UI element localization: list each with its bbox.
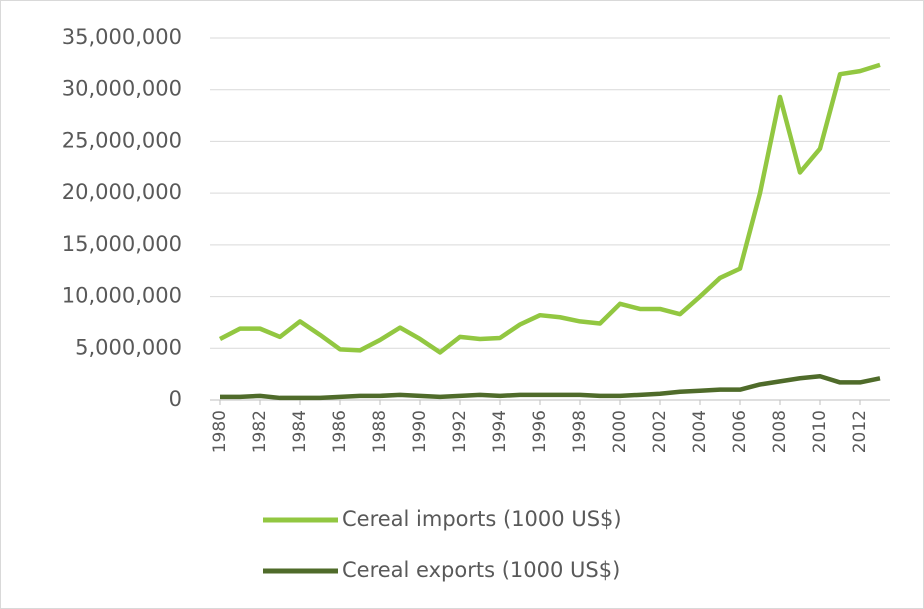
- y-tick-label: 20,000,000: [62, 180, 182, 204]
- y-tick-label: 5,000,000: [75, 335, 182, 359]
- x-tick-label: 2000: [610, 410, 630, 453]
- y-tick-label: 0: [169, 387, 182, 411]
- y-tick-label: 35,000,000: [62, 25, 182, 49]
- y-tick-label: 25,000,000: [62, 128, 182, 152]
- x-tick-label: 1992: [450, 410, 470, 453]
- x-tick-label: 1996: [530, 410, 550, 453]
- x-tick-label: 1986: [330, 410, 350, 453]
- y-tick-label: 10,000,000: [62, 284, 182, 308]
- x-tick-label: 2008: [770, 410, 790, 453]
- x-tick-label: 2010: [810, 410, 830, 453]
- series-line: [220, 373, 881, 401]
- x-tick-label: 2012: [850, 410, 870, 453]
- x-tick-label: 1984: [290, 410, 310, 453]
- y-tick-label: 15,000,000: [62, 232, 182, 256]
- x-tick-label: 1980: [210, 410, 230, 453]
- legend-label: Cereal imports (1000 US$): [342, 507, 622, 531]
- x-tick-label: 1988: [370, 410, 390, 453]
- x-tick-label: 1982: [250, 410, 270, 453]
- series-line: [218, 62, 881, 355]
- x-tick-label: 1994: [490, 410, 510, 453]
- x-tick-label: 2002: [650, 410, 670, 453]
- x-tick-label: 1998: [570, 410, 590, 453]
- x-tick-label: 2004: [690, 410, 710, 453]
- x-tick-label: 2006: [730, 410, 750, 453]
- legend-label: Cereal exports (1000 US$): [342, 558, 620, 582]
- y-tick-label: 30,000,000: [62, 77, 182, 101]
- x-tick-label: 1990: [410, 410, 430, 453]
